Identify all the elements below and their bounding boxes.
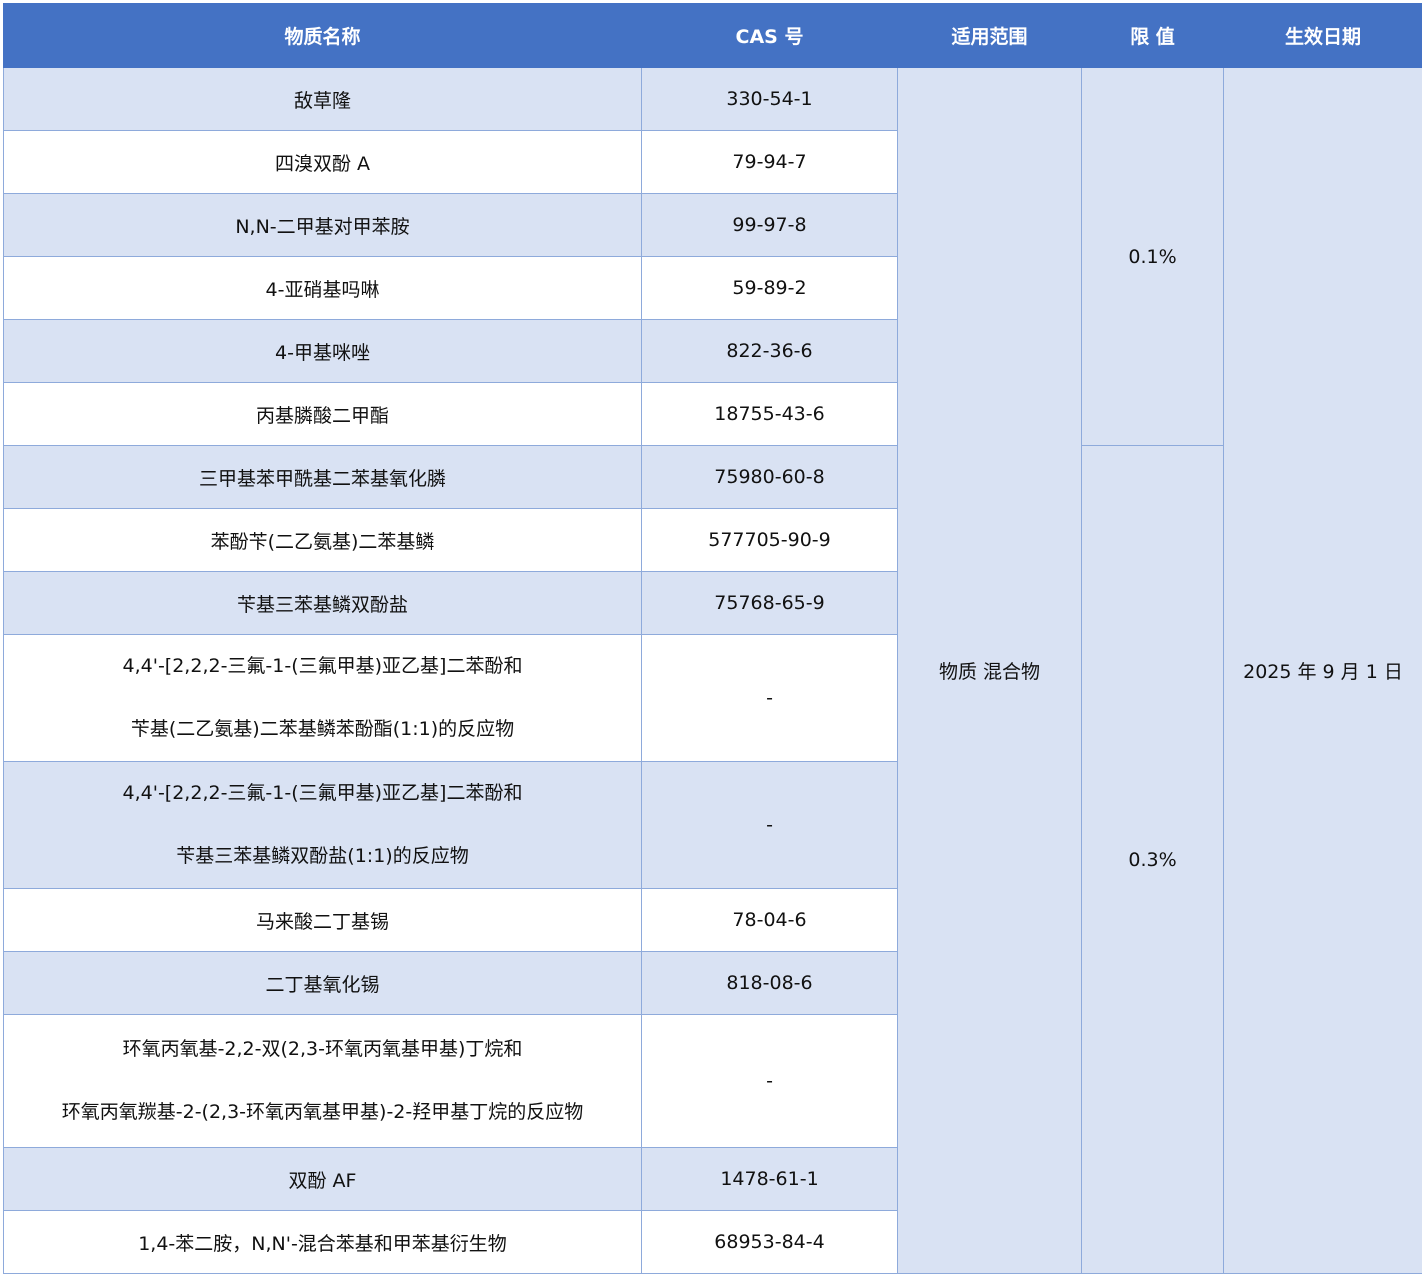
- table-row: 环氧丙氧基-2,2-双(2,3-环氧丙氧基甲基)丁烷和环氧丙氧羰基-2-(2,3…: [3, 1014, 1422, 1148]
- cas-number: 99-97-8: [641, 193, 898, 257]
- substance-name-cell: 4,4'-[2,2,2-三氟-1-(三氟甲基)亚乙基]二苯酚和 苄基三苯基鳞双酚盐…: [3, 761, 642, 889]
- substance-name-cell: 环氧丙氧基-2,2-双(2,3-环氧丙氧基甲基)丁烷和环氧丙氧羰基-2-(2,3…: [3, 1014, 642, 1148]
- substance-name-cell: 四溴双酚 A: [3, 130, 642, 194]
- substance-name-cell: 三甲基苯甲酰基二苯基氧化膦: [3, 445, 642, 509]
- table-row: 苄基三苯基鳞双酚盐 75768-65-9: [3, 571, 1422, 635]
- substance-name: 4,4'-[2,2,2-三氟-1-(三氟甲基)亚乙基]二苯酚和: [122, 655, 523, 677]
- substance-name: 敌草隆: [293, 89, 351, 112]
- table-row: 四溴双酚 A 79-94-7: [3, 130, 1422, 194]
- substance-name: 马来酸二丁基锡: [255, 910, 389, 933]
- substance-name-cell: 4,4'-[2,2,2-三氟-1-(三氟甲基)亚乙基]二苯酚和 苄基(二乙氨基)二…: [3, 634, 642, 762]
- cas-number: 68953-84-4: [641, 1210, 898, 1274]
- header-limit: 限 值: [1081, 3, 1224, 68]
- substance-name: 苄基(二乙氨基)二苯基鳞苯酚酯(1:1)的反应物: [130, 718, 515, 740]
- table-row: 双酚 AF 1478-61-1: [3, 1147, 1422, 1211]
- substance-name-cell: 4-亚硝基吗啉: [3, 256, 642, 320]
- substance-name-cell: 丙基膦酸二甲酯: [3, 382, 642, 446]
- table-row: 4-亚硝基吗啉 59-89-2: [3, 256, 1422, 320]
- cas-number: 78-04-6: [641, 888, 898, 952]
- cas-number: 75980-60-8: [641, 445, 898, 509]
- substance-name: 丙基膦酸二甲酯: [255, 404, 389, 427]
- limit-cell: 0.3%: [1081, 445, 1224, 1274]
- substance-name: 二丁基氧化锡: [265, 973, 380, 996]
- substance-name-cell: 双酚 AF: [3, 1147, 642, 1211]
- substance-name: N,N-二甲基对甲苯胺: [235, 215, 410, 238]
- substance-name: 双酚 AF: [288, 1169, 357, 1192]
- substance-name-cell: 敌草隆: [3, 67, 642, 131]
- limit-cell: 0.1%: [1081, 67, 1224, 446]
- cas-number: 1478-61-1: [641, 1147, 898, 1211]
- table-row: 4,4'-[2,2,2-三氟-1-(三氟甲基)亚乙基]二苯酚和 苄基(二乙氨基)二…: [3, 634, 1422, 762]
- header-cas: CAS 号: [641, 3, 898, 68]
- substance-name-cell: 1,4-苯二胺，N,N'-混合苯基和甲苯基衍生物: [3, 1210, 642, 1274]
- header-name: 物质名称: [3, 3, 642, 68]
- table-row: 敌草隆 330-54-1 物质 混合物 0.1% 2025 年 9 月 1 日: [3, 67, 1422, 1274]
- table-row: 4,4'-[2,2,2-三氟-1-(三氟甲基)亚乙基]二苯酚和 苄基三苯基鳞双酚盐…: [3, 761, 1422, 889]
- cas-number: -: [641, 1014, 898, 1148]
- table-row: 二丁基氧化锡 818-08-6: [3, 951, 1422, 1015]
- table-row: 三甲基苯甲酰基二苯基氧化膦 75980-60-8 0.3%: [3, 445, 1422, 1274]
- substance-table: 物质名称 CAS 号 适用范围 限 值 生效日期 敌草隆 330-54-1 物质 混…: [3, 3, 1422, 1274]
- substance-name-cell: 苄基三苯基鳞双酚盐: [3, 571, 642, 635]
- cas-number: 18755-43-6: [641, 382, 898, 446]
- substance-name: 三甲基苯甲酰基二苯基氧化膦: [198, 467, 446, 490]
- cas-number: 818-08-6: [641, 951, 898, 1015]
- cas-number: 577705-90-9: [641, 508, 898, 572]
- substance-name-cell: 4-甲基咪唑: [3, 319, 642, 383]
- substance-name-cell: 苯酚苄(二乙氨基)二苯基鳞: [3, 508, 642, 572]
- table-row: 1,4-苯二胺，N,N'-混合苯基和甲苯基衍生物 68953-84-4: [3, 1210, 1422, 1274]
- cas-number: 59-89-2: [641, 256, 898, 320]
- cas-number: 79-94-7: [641, 130, 898, 194]
- scope-cell: 物质 混合物: [897, 67, 1082, 1274]
- substance-name-cell: 二丁基氧化锡: [3, 951, 642, 1015]
- substance-name: 环氧丙氧羰基-2-(2,3-环氧丙氧基甲基)-2-羟甲基丁烷的反应物: [61, 1101, 584, 1123]
- table-row: 丙基膦酸二甲酯 18755-43-6: [3, 382, 1422, 446]
- substance-name: 四溴双酚 A: [274, 152, 371, 175]
- substance-name: 苯酚苄(二乙氨基)二苯基鳞: [210, 530, 435, 553]
- header-scope: 适用范围: [897, 3, 1082, 68]
- effective-date-cell: 2025 年 9 月 1 日: [1223, 67, 1422, 1274]
- cas-number: -: [641, 761, 898, 889]
- substance-name: 苄基三苯基鳞双酚盐: [236, 593, 408, 616]
- cas-number: 822-36-6: [641, 319, 898, 383]
- header-row: 物质名称 CAS 号 适用范围 限 值 生效日期: [3, 3, 1422, 68]
- substance-name: 苄基三苯基鳞双酚盐(1:1)的反应物: [176, 845, 469, 867]
- substance-name: 1,4-苯二胺，N,N'-混合苯基和甲苯基衍生物: [138, 1232, 507, 1255]
- substance-name: 4-亚硝基吗啉: [265, 278, 380, 301]
- table-row: 马来酸二丁基锡 78-04-6: [3, 888, 1422, 952]
- table-row: N,N-二甲基对甲苯胺 99-97-8: [3, 193, 1422, 257]
- cas-number: 330-54-1: [641, 67, 898, 131]
- table-row: 苯酚苄(二乙氨基)二苯基鳞 577705-90-9: [3, 508, 1422, 572]
- header-date: 生效日期: [1223, 3, 1422, 68]
- substance-name-cell: N,N-二甲基对甲苯胺: [3, 193, 642, 257]
- cas-number: -: [641, 634, 898, 762]
- substance-name: 环氧丙氧基-2,2-双(2,3-环氧丙氧基甲基)丁烷和: [122, 1038, 523, 1060]
- substance-name: 4,4'-[2,2,2-三氟-1-(三氟甲基)亚乙基]二苯酚和: [122, 782, 523, 804]
- table-row: 4-甲基咪唑 822-36-6: [3, 319, 1422, 383]
- cas-number: 75768-65-9: [641, 571, 898, 635]
- substance-name-cell: 马来酸二丁基锡: [3, 888, 642, 952]
- substance-name: 4-甲基咪唑: [275, 341, 370, 364]
